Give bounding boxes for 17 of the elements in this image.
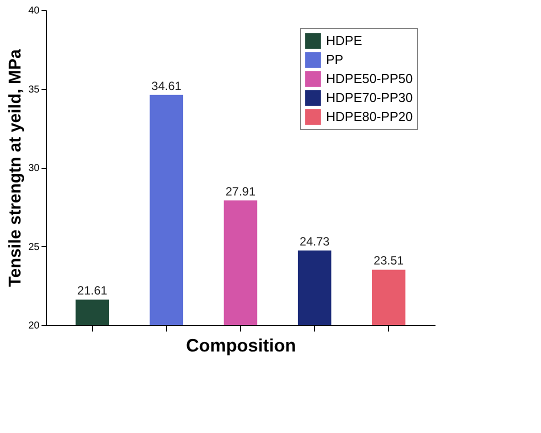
y-tick-label: 30 (28, 163, 40, 174)
y-tick-label: 40 (28, 6, 40, 16)
y-axis-title: Tensile strengtn at yeild, MPa (5, 48, 24, 287)
data-label: 27.91 (225, 184, 256, 198)
legend-label: HDPE70-PP30 (326, 90, 413, 105)
data-label: 23.51 (374, 254, 404, 268)
legend-label: HDPE80-PP20 (326, 109, 413, 124)
x-axis-title: Composition (186, 336, 296, 356)
legend-label: HDPE50-PP50 (326, 71, 413, 86)
y-tick-label: 25 (28, 242, 40, 253)
data-label: 34.61 (151, 78, 182, 93)
y-tick-label: 20 (28, 320, 40, 332)
legend-label: PP (326, 52, 344, 67)
y-tick-label: 35 (28, 84, 40, 96)
data-label: 24.73 (300, 234, 330, 249)
legend-label: HDPE (326, 33, 362, 48)
data-label: 21.61 (77, 284, 108, 298)
